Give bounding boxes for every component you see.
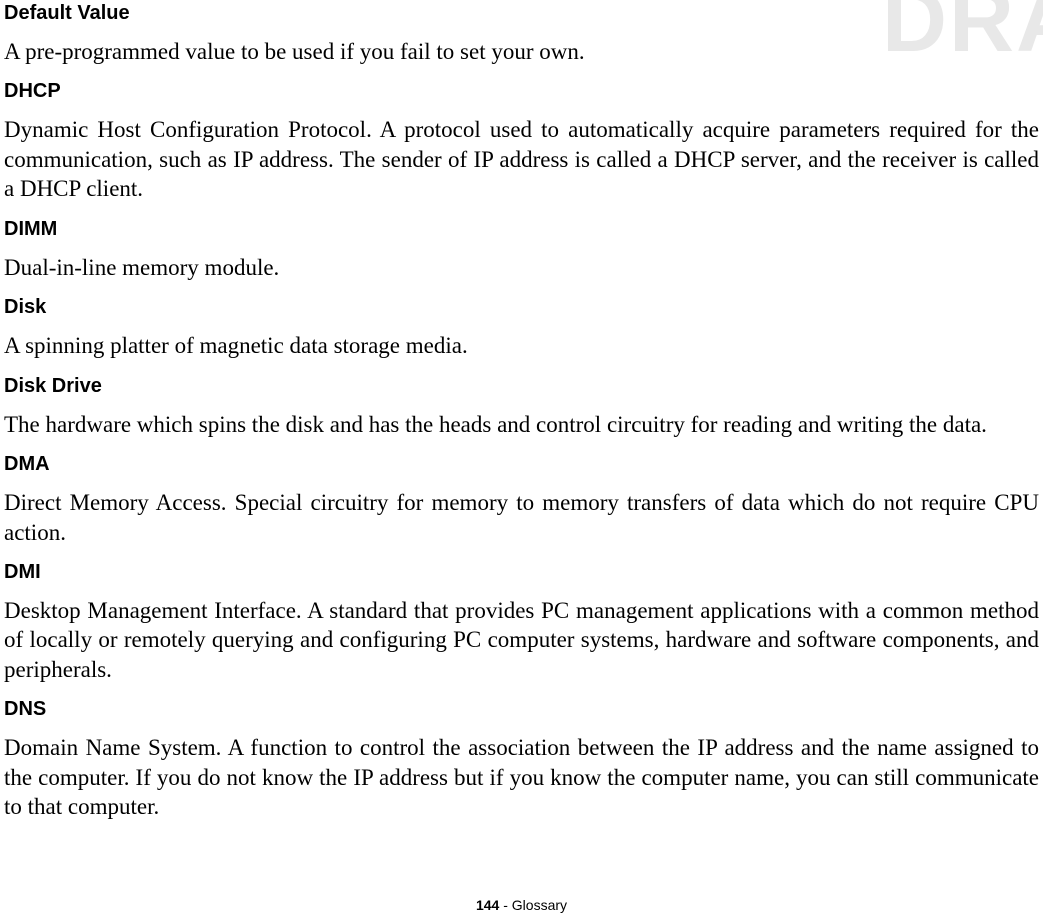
glossary-term: DMI [4,561,1039,584]
glossary-term: Default Value [4,2,1039,25]
glossary-content: Default Value A pre-programmed value to … [0,0,1043,822]
glossary-definition: A pre-programmed value to be used if you… [4,37,1039,66]
glossary-definition: Domain Name System. A function to contro… [4,733,1039,821]
glossary-term: DMA [4,453,1039,476]
glossary-term: DNS [4,698,1039,721]
glossary-definition: Desktop Management Interface. A standard… [4,596,1039,684]
glossary-definition: The hardware which spins the disk and ha… [4,410,1039,439]
footer-separator: - [499,897,511,913]
glossary-definition: Dual-in-line memory module. [4,253,1039,282]
glossary-definition: Dynamic Host Configuration Protocol. A p… [4,115,1039,203]
footer-section: Glossary [512,897,567,913]
page-footer: 144 - Glossary [0,897,1043,913]
glossary-definition: Direct Memory Access. Special circuitry … [4,488,1039,547]
glossary-term: DIMM [4,218,1039,241]
glossary-term: Disk [4,296,1039,319]
page-number: 144 [476,897,499,913]
glossary-definition: A spinning platter of magnetic data stor… [4,331,1039,360]
glossary-term: DHCP [4,80,1039,103]
glossary-term: Disk Drive [4,375,1039,398]
